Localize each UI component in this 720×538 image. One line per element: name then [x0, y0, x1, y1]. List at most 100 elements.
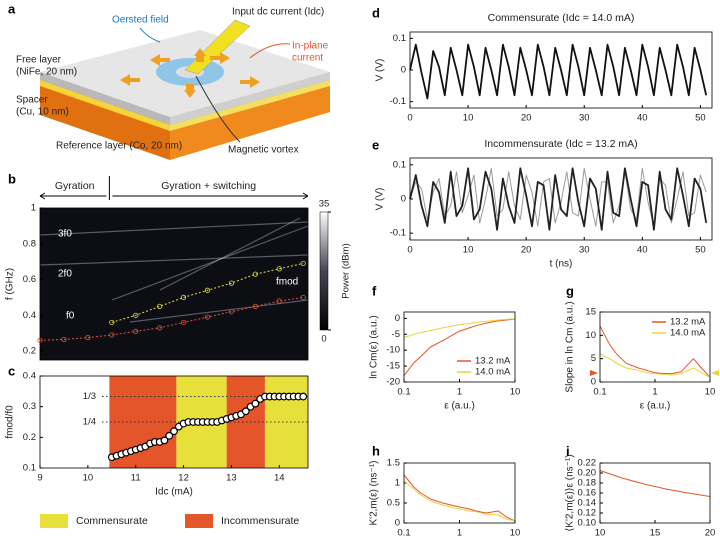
annotation: 3f0	[58, 229, 72, 240]
y-tick-label: 1	[31, 203, 36, 214]
y-tick-label: 1.5	[387, 458, 400, 469]
x-tick-label: 15	[650, 528, 661, 538]
y-tick-label: -10	[386, 345, 400, 356]
y-tick-label: 0.2	[23, 346, 36, 357]
x-tick-label: 14	[274, 473, 285, 484]
x-tick-label: 0	[407, 245, 412, 256]
marker	[300, 260, 306, 267]
y-tick-label: 0	[401, 194, 406, 205]
y-tick-label: 0.1	[23, 463, 36, 474]
reference-label: Reference layer (Co, 20 nm)	[56, 141, 182, 152]
in-plane-current-arrows	[120, 48, 260, 98]
marker	[157, 325, 163, 331]
y-tick-label: 0.1	[393, 159, 406, 170]
line	[599, 470, 711, 497]
streak	[111, 225, 309, 301]
plot-frame	[599, 462, 711, 524]
chart-title: Commensurate (Idc = 14.0 mA)	[488, 12, 635, 24]
spacer-side	[170, 80, 330, 131]
x-tick-label: 1	[457, 528, 462, 538]
free-layer-front	[40, 72, 170, 125]
annotation: f0	[66, 311, 75, 322]
spacer-front	[40, 80, 170, 131]
x-tick-label: 20	[521, 113, 532, 124]
reference-label: 1/4	[83, 417, 96, 428]
x-tick-label: 1	[652, 387, 657, 398]
x-tick-label: 10	[510, 528, 521, 538]
y-tick-label: 0.6	[23, 274, 36, 285]
in-plane-pointer	[249, 43, 291, 59]
x-tick-label: 0	[407, 113, 412, 124]
x-tick-label: 50	[695, 113, 706, 124]
y-axis-label: ⟨K'2,m(ε)⟩ε (ns⁻¹)	[565, 454, 576, 531]
x-tick-label: 20	[705, 528, 716, 538]
legend-label: 14.0 mA	[670, 328, 706, 339]
header: Gyration	[55, 180, 95, 192]
y-tick-label: 10	[585, 330, 596, 341]
x-tick-label: 0.1	[593, 387, 606, 398]
x-tick-label: 11	[131, 473, 141, 484]
y-axis-label: ln Cm(ε) (a.u.)	[369, 315, 380, 378]
y-tick-label: 15	[585, 307, 596, 318]
line	[409, 167, 708, 231]
y-axis-label: V (V)	[375, 59, 386, 82]
device-diagram: a Oersted field Input dc current (Idc) I…	[8, 1, 330, 160]
y-tick-label: 0.8	[23, 238, 36, 249]
plot-frame	[409, 157, 713, 241]
streak	[39, 221, 309, 236]
line	[599, 353, 711, 378]
legend-label: Commensurate	[76, 515, 148, 527]
plot-frame	[39, 207, 309, 361]
colorbar	[319, 211, 329, 331]
y-tick-label: 0.2	[23, 432, 36, 443]
x-axis-label: Idc (mA)	[155, 487, 193, 498]
y-tick-label: 0.20	[578, 468, 597, 479]
x-axis-label: ε (a.u.)	[444, 401, 475, 412]
x-tick-label: 0.1	[397, 387, 410, 398]
y-tick-label: 0.10	[578, 518, 597, 529]
y-tick-label: -20	[386, 377, 400, 388]
y-tick-label: 0.4	[23, 371, 36, 382]
line	[403, 474, 516, 522]
point	[160, 436, 169, 445]
legend-label: 14.0 mA	[475, 367, 511, 378]
x-tick-label: 20	[521, 245, 532, 256]
panel-label: d	[372, 5, 380, 20]
colorbar-tick-label: 35	[319, 199, 330, 210]
line	[39, 296, 304, 341]
y-tick-label: 5	[591, 353, 596, 364]
marker	[133, 328, 139, 334]
marker	[180, 319, 187, 326]
y-tick-label: 0.12	[578, 508, 597, 519]
oersted-label: Oersted field	[112, 15, 169, 26]
y-tick-label: 0.3	[23, 401, 36, 412]
x-tick-label: 1	[457, 387, 462, 398]
x-tick-label: 13	[226, 473, 237, 484]
arrow	[590, 370, 598, 376]
y-axis-label: K'2,m(ε) (ns⁻¹)	[369, 461, 380, 526]
x-tick-label: 10	[595, 528, 606, 538]
panel-label: c	[8, 363, 15, 378]
y-tick-label: -0.1	[390, 96, 406, 107]
marker	[204, 314, 211, 320]
arrow	[711, 370, 719, 376]
oersted-pointer	[139, 27, 161, 43]
free-layer-side	[170, 72, 330, 125]
x-tick-label: 40	[637, 245, 648, 256]
y-tick-label: 0	[395, 518, 400, 529]
heatmap-background	[40, 208, 308, 360]
y-tick-label: 0.5	[387, 498, 400, 509]
panel-label: b	[8, 171, 16, 186]
input-label: Input dc current (Idc)	[232, 7, 324, 18]
y-tick-label: 0.14	[578, 498, 597, 509]
point	[241, 407, 250, 416]
x-tick-label: 0.1	[397, 528, 410, 538]
panel-label: g	[566, 283, 574, 298]
streak	[129, 299, 309, 323]
x-axis-label: ε (a.u.)	[640, 401, 671, 412]
free-layer-label: Free layer	[16, 55, 62, 66]
vortex-pointer	[195, 75, 241, 143]
line	[403, 318, 516, 376]
legend-swatch	[40, 514, 68, 528]
